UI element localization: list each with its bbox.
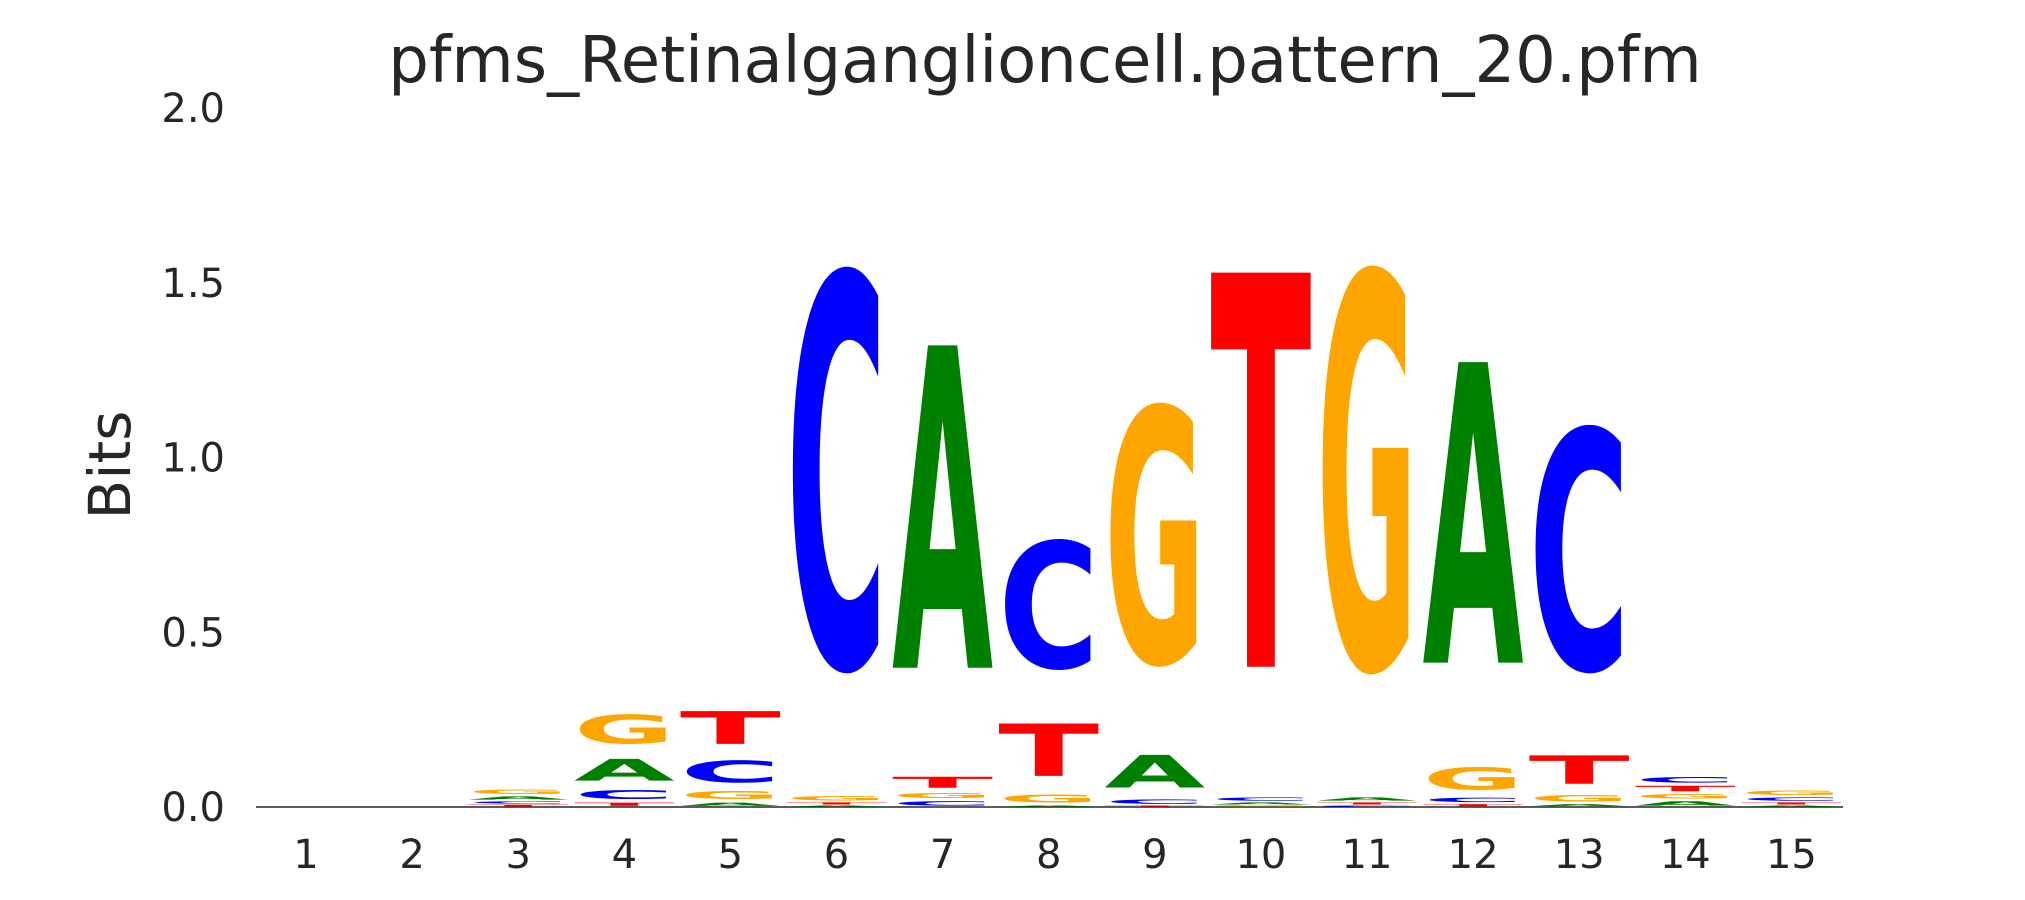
- x-tick-label: 2: [399, 832, 424, 878]
- logo-letter-c: C: [1104, 798, 1205, 805]
- logo-letter-t: T: [1741, 802, 1842, 805]
- logo-letter-c: C: [1210, 797, 1311, 802]
- x-tick-label: 1: [293, 832, 318, 878]
- logo-letter-t: T: [1210, 166, 1312, 795]
- logo-letter-t: T: [786, 802, 887, 805]
- logo-letter-c: C: [1317, 805, 1418, 807]
- x-tick-label: 11: [1342, 832, 1393, 878]
- logo-letter-a: A: [998, 805, 1099, 807]
- logo-letter-c: C: [574, 788, 675, 802]
- x-axis-ticks: 1 2 3 4 5 6 7 8 9 10 11 12 13 14 15: [293, 832, 1817, 878]
- logo-letter-g: G: [1741, 790, 1842, 797]
- x-tick-label: 7: [930, 832, 955, 878]
- y-tick-label: 1.5: [161, 261, 225, 307]
- x-tick-label: 6: [824, 832, 849, 878]
- logo-letter-g: G: [1635, 793, 1736, 800]
- y-axis-label: Bits: [76, 411, 144, 520]
- logo-letter-t: T: [1104, 805, 1205, 807]
- logo-letter-a: A: [680, 802, 781, 807]
- logo-letter-g: G: [1529, 793, 1630, 803]
- x-tick-label: 12: [1448, 832, 1499, 878]
- x-tick-label: 5: [718, 832, 743, 878]
- logo-letter-c: C: [680, 755, 781, 789]
- logo-letter-a: A: [892, 257, 994, 772]
- x-tick-label: 3: [505, 832, 530, 878]
- logo-letter-c: C: [468, 801, 569, 804]
- logo-letter-t: T: [1529, 748, 1630, 793]
- logo-letter-g: G: [998, 793, 1099, 805]
- logo-letter-c: C: [1635, 776, 1736, 785]
- x-tick-label: 10: [1235, 832, 1286, 878]
- logo-letter-t: T: [998, 710, 1099, 793]
- logo-letter-a: A: [1104, 746, 1206, 798]
- y-tick-label: 1.0: [161, 436, 225, 482]
- logo-letter-g: G: [1423, 762, 1524, 797]
- logo-letter-c: C: [1423, 797, 1524, 804]
- x-tick-label: 13: [1554, 832, 1605, 878]
- y-tick-label: 0.0: [161, 785, 225, 831]
- logo-letter-g: G: [574, 707, 675, 753]
- logo-letter-t: T: [680, 702, 782, 754]
- logo-letter-a: A: [1741, 805, 1842, 807]
- logo-letter-g: G: [892, 791, 993, 800]
- logo-letter-c: C: [786, 167, 887, 793]
- logo-letter-a: A: [1635, 800, 1737, 807]
- logo-letter-t: T: [892, 774, 993, 791]
- logo-letter-t: T: [1635, 784, 1736, 793]
- y-axis-ticks: 0.0 0.5 1.0 1.5 2.0: [161, 86, 225, 831]
- x-tick-label: 9: [1142, 832, 1167, 878]
- logo-letter-t: T: [1423, 804, 1524, 807]
- logo-letter-t: T: [1317, 802, 1418, 805]
- logo-letter-a: A: [468, 795, 569, 800]
- logo-letter-c: C: [1741, 797, 1842, 802]
- y-tick-label: 0.5: [161, 610, 225, 656]
- logo-letter-t: T: [468, 804, 569, 807]
- x-tick-label: 15: [1766, 832, 1817, 878]
- logo-letter-a: A: [1210, 802, 1311, 805]
- logo-letter-g: G: [1317, 166, 1418, 795]
- logo-letter-g: G: [1104, 338, 1205, 745]
- logo-letter-t: T: [574, 802, 675, 807]
- logo-letter-a: A: [1317, 797, 1418, 802]
- y-tick-label: 2.0: [161, 86, 225, 132]
- logo-letter-c: C: [998, 507, 1099, 709]
- logo-letter-a: A: [786, 805, 887, 807]
- logo-letter-c: C: [1529, 365, 1630, 747]
- logo-letter-c: C: [892, 800, 993, 807]
- logo-letter-a: A: [1529, 803, 1630, 806]
- logo-letter-g: G: [786, 795, 887, 802]
- logo-letter-a: A: [574, 753, 675, 788]
- chart-title: pfms_Retinalganglioncell.pattern_20.pfm: [388, 24, 1701, 98]
- logo-letter-g: G: [1210, 805, 1311, 807]
- logo-letter-g: G: [468, 788, 569, 795]
- logo-stacks: TCAGTCAGAGCTATGCCGTAAGTCTCAGGACTCTAGTCGA…: [468, 166, 1842, 807]
- x-tick-label: 4: [612, 832, 637, 878]
- x-tick-label: 8: [1036, 832, 1061, 878]
- logo-letter-a: A: [1423, 281, 1525, 761]
- logo-letter-g: G: [680, 790, 781, 802]
- x-tick-label: 14: [1660, 832, 1711, 878]
